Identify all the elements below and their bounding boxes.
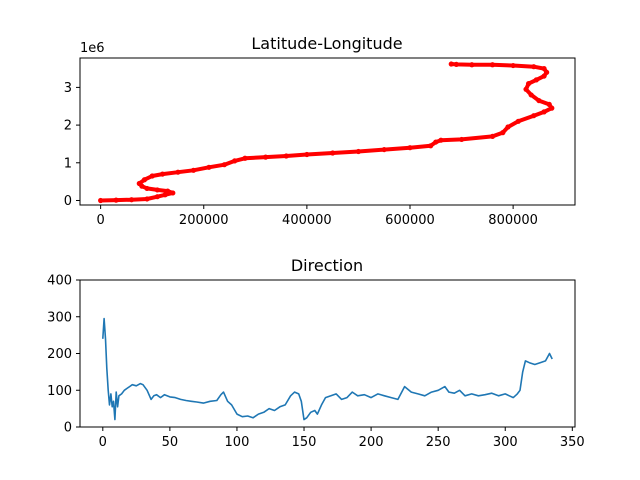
scatter-point bbox=[98, 197, 104, 204]
scatter-point bbox=[154, 194, 160, 200]
scatter-point bbox=[154, 187, 160, 193]
latitude-longitude-chart: Latitude-Longitude 1e6 0 200000 400000 6000… bbox=[64, 34, 576, 228]
scatter-point bbox=[458, 136, 465, 143]
x-tick-label: 200000 bbox=[179, 213, 229, 228]
scatter-point bbox=[242, 155, 248, 161]
scatter-point bbox=[541, 65, 547, 72]
scatter-point bbox=[304, 151, 310, 158]
scatter-point bbox=[144, 196, 150, 202]
scatter-point bbox=[175, 169, 181, 175]
x-tick-label: 100 bbox=[225, 435, 250, 450]
x-tick-label: 0 bbox=[99, 435, 107, 450]
x-tick-label: 200 bbox=[359, 435, 384, 450]
y-tick-label: 200 bbox=[47, 347, 72, 362]
scatter-point bbox=[549, 105, 555, 111]
scatter-point bbox=[525, 81, 532, 87]
scatter-point bbox=[448, 61, 454, 67]
scatter-point bbox=[533, 77, 539, 83]
scatter-point bbox=[144, 185, 150, 192]
x-tick-label: 150 bbox=[292, 435, 317, 450]
scatter-point bbox=[283, 153, 289, 159]
scatter-point bbox=[531, 113, 537, 119]
scatter-points bbox=[98, 61, 555, 204]
scatter-point bbox=[190, 167, 197, 173]
x-tick-label: 50 bbox=[162, 435, 179, 450]
x-tick-label: 0 bbox=[96, 213, 104, 228]
x-axis: 0 50 100 150 200 250 300 350 bbox=[99, 427, 585, 450]
plot-frame bbox=[79, 57, 576, 206]
scatter-point bbox=[128, 197, 135, 203]
scatter-point bbox=[510, 62, 516, 69]
x-tick-label: 400000 bbox=[282, 213, 332, 228]
scatter-trail bbox=[98, 62, 554, 203]
scatter-point bbox=[165, 188, 171, 194]
x-tick-label: 250 bbox=[426, 435, 451, 450]
y-tick-label: 300 bbox=[47, 310, 72, 325]
scatter-point bbox=[113, 197, 119, 203]
scatter-point bbox=[453, 61, 460, 68]
plot-frame bbox=[79, 279, 576, 428]
scatter-point bbox=[381, 146, 387, 153]
scatter-point bbox=[141, 177, 148, 183]
x-tick-label: 300 bbox=[493, 435, 518, 450]
x-axis: 0 200000 400000 600000 800000 bbox=[96, 205, 538, 228]
y-tick-label: 3 bbox=[64, 81, 72, 96]
x-tick-label: 600000 bbox=[385, 213, 435, 228]
y-tick-label: 1 bbox=[64, 156, 72, 171]
y-tick-label: 0 bbox=[64, 194, 72, 209]
y-axis-offset-label: 1e6 bbox=[80, 41, 105, 56]
scatter-point bbox=[330, 150, 336, 156]
scatter-point bbox=[536, 97, 542, 104]
scatter-point bbox=[515, 118, 521, 124]
scatter-point bbox=[149, 173, 155, 179]
y-tick-label: 0 bbox=[64, 421, 72, 436]
scatter-point bbox=[407, 145, 413, 151]
scatter-point bbox=[355, 148, 362, 155]
scatter-point bbox=[221, 162, 227, 168]
scatter-point bbox=[544, 69, 550, 75]
scatter-point bbox=[500, 130, 506, 136]
x-tick-label: 800000 bbox=[488, 213, 538, 228]
scatter-point bbox=[232, 158, 238, 164]
scatter-point bbox=[505, 124, 511, 130]
scatter-point bbox=[489, 62, 496, 68]
x-tick-label: 350 bbox=[560, 435, 585, 450]
scatter-point bbox=[546, 101, 552, 107]
direction-chart: Direction 0 50 100 150 200 250 300 350 0 100 200 3… bbox=[47, 256, 585, 450]
y-tick-label: 2 bbox=[64, 119, 72, 134]
scatter-point bbox=[263, 154, 269, 160]
scatter-point bbox=[162, 192, 168, 198]
y-axis: 0 1 2 3 bbox=[64, 81, 80, 209]
y-axis: 0 100 200 300 400 bbox=[47, 274, 80, 436]
scatter-point bbox=[523, 86, 529, 92]
scatter-point bbox=[528, 92, 534, 98]
direction-series-line bbox=[102, 317, 553, 421]
y-tick-label: 400 bbox=[47, 274, 72, 289]
scatter-point bbox=[433, 139, 439, 145]
scatter-point bbox=[489, 133, 496, 139]
scatter-point bbox=[136, 180, 142, 187]
chart-title: Direction bbox=[291, 256, 363, 275]
scatter-point bbox=[170, 190, 176, 196]
scatter-point bbox=[428, 143, 434, 149]
scatter-point bbox=[469, 62, 475, 68]
line-series bbox=[102, 317, 553, 421]
scatter-point bbox=[531, 64, 537, 70]
y-tick-label: 100 bbox=[47, 384, 72, 399]
scatter-point bbox=[159, 171, 166, 177]
scatter-point bbox=[541, 109, 547, 115]
scatter-point bbox=[438, 137, 444, 143]
chart-title: Latitude-Longitude bbox=[251, 34, 402, 53]
scatter-point bbox=[206, 164, 212, 170]
scatter-point bbox=[541, 73, 547, 79]
